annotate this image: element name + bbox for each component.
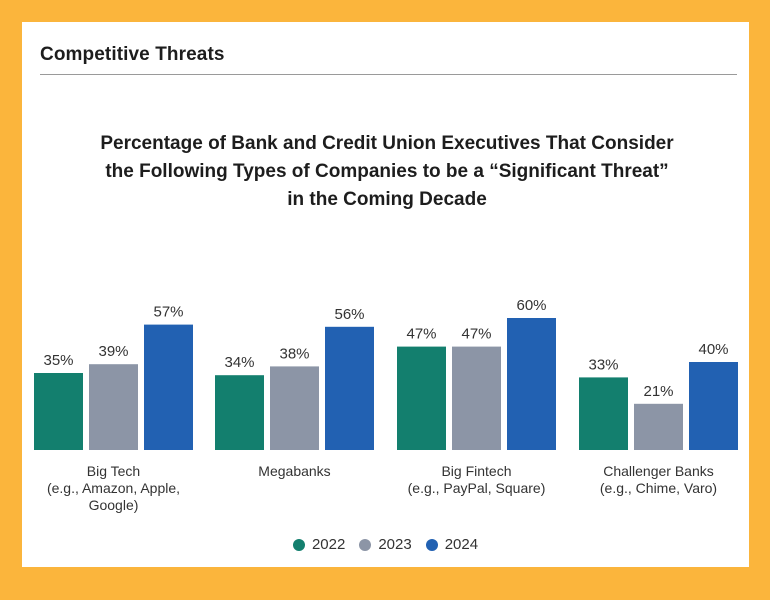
category-label-line: Big Fintech: [441, 463, 511, 479]
chart-title-line-3: in the Coming Decade: [287, 189, 487, 210]
data-label-2024-1: 56%: [334, 306, 364, 323]
category-label-2: Big Fintech (e.g., PayPal, Square): [408, 463, 546, 496]
data-label-2022-1: 34%: [224, 354, 254, 371]
divider: [40, 74, 737, 75]
chart-title: Percentage of Bank and Credit Union Exec…: [62, 130, 712, 214]
bar-2023-1: [270, 366, 319, 450]
legend-label-2023: 2023: [378, 536, 412, 553]
bar-2022-2: [397, 346, 446, 450]
data-label-2024-0: 57%: [153, 304, 183, 321]
legend-swatch-2023: [359, 538, 372, 551]
legend-label-2022: 2022: [311, 536, 346, 553]
bar-2022-3: [579, 377, 628, 450]
bar-chart: 35% 39% 57% Big Tech (e.g., Amazon, Apple, Go…: [34, 297, 738, 513]
category-label-line: Big Tech: [87, 463, 140, 479]
bar-2023-2: [452, 346, 501, 450]
legend-label-2024: 2024: [444, 536, 479, 553]
category-label-0: Big Tech (e.g., Amazon, Apple, Google): [47, 463, 180, 513]
data-label-2023-1: 38%: [279, 345, 309, 362]
category-label-3: Challenger Banks (e.g., Chime, Varo): [600, 463, 717, 496]
bar-2022-1: [215, 375, 264, 450]
bar-2024-2: [507, 318, 556, 450]
data-label-2023-0: 39%: [98, 343, 128, 360]
bar-2024-0: [144, 324, 193, 450]
legend-item-2022: 2022: [292, 536, 346, 553]
category-label-line: Challenger Banks: [603, 463, 714, 479]
data-label-2024-2: 60%: [516, 297, 546, 314]
category-label-line: Megabanks: [258, 463, 330, 479]
bar-2024-3: [689, 362, 738, 450]
bar-2023-0: [89, 364, 138, 450]
data-label-2024-3: 40%: [698, 341, 728, 358]
chart-title-line-2: the Following Types of Companies to be a…: [105, 161, 669, 182]
category-label-line: (e.g., Amazon, Apple,: [47, 480, 180, 496]
data-label-2022-0: 35%: [43, 352, 73, 369]
data-label-2022-2: 47%: [406, 326, 436, 343]
bar-2023-3: [634, 403, 683, 450]
data-label-2023-2: 47%: [461, 326, 491, 343]
chart-card: Competitive Threats Percentage of Bank a…: [22, 22, 749, 567]
category-label-line: (e.g., Chime, Varo): [600, 480, 717, 496]
section-title: Competitive Threats: [40, 44, 225, 65]
category-label-line: Google): [89, 497, 139, 513]
category-label-1: Megabanks: [258, 463, 330, 479]
data-label-2023-3: 21%: [643, 383, 673, 400]
chart-title-line-1: Percentage of Bank and Credit Union Exec…: [100, 133, 674, 154]
legend-swatch-2024: [425, 538, 438, 551]
legend-item-2024: 2024: [425, 536, 479, 553]
legend: 2022 2023 2024: [22, 536, 749, 553]
category-label-line: (e.g., PayPal, Square): [408, 480, 546, 496]
bar-2024-1: [325, 326, 374, 450]
bar-2022-0: [34, 373, 83, 450]
data-label-2022-3: 33%: [588, 356, 618, 373]
legend-item-2023: 2023: [359, 536, 412, 553]
legend-swatch-2022: [292, 538, 305, 551]
